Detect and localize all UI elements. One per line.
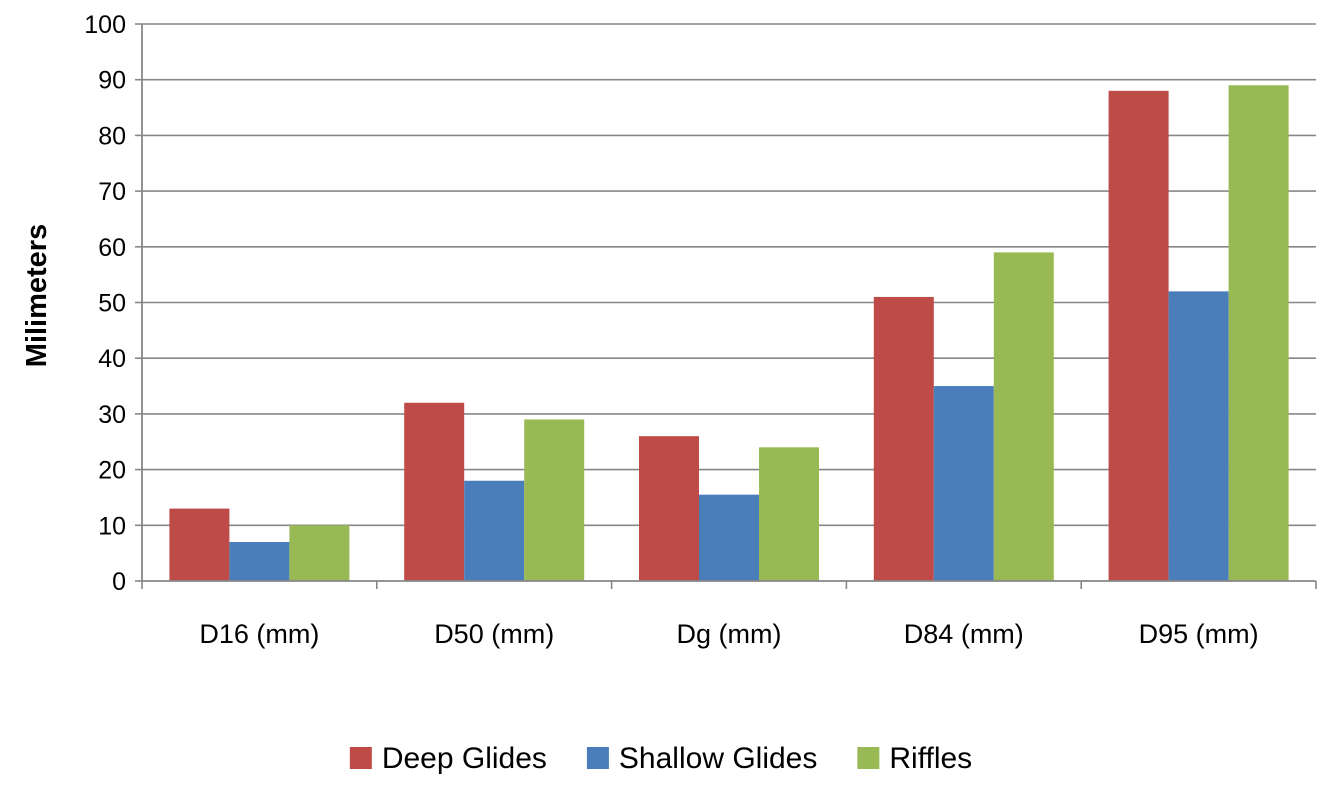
y-axis-ticks: 0 10 20 30 40 50 60 70 80 90 100 [84, 11, 142, 596]
bar-deep-glides [873, 296, 934, 581]
x-tick-label: D95 (mm) [1139, 619, 1259, 649]
x-tick-label: D16 (mm) [199, 619, 319, 649]
y-tick-label: 100 [84, 11, 126, 39]
bar-shallow-glides [933, 386, 994, 581]
x-tick-label: Dg (mm) [677, 619, 782, 649]
legend-item: Deep Glides [349, 742, 547, 775]
y-tick-label: 90 [98, 67, 126, 95]
y-tick-label: 40 [98, 345, 126, 373]
axes [141, 24, 1316, 582]
bar-shallow-glides [229, 542, 290, 581]
legend-label: Riffles [889, 742, 972, 775]
y-tick-label: 70 [98, 178, 126, 206]
y-tick-label: 60 [98, 234, 126, 262]
bar-shallow-glides [1168, 291, 1229, 581]
y-tick-label: 10 [98, 512, 126, 540]
x-tick-label: D84 (mm) [904, 619, 1024, 649]
y-axis-label: Milimeters [21, 224, 53, 367]
bar-shallow-glides [464, 480, 525, 581]
bar-riffles [289, 525, 350, 581]
bar-shallow-glides [699, 494, 759, 581]
bar-riffles [759, 447, 819, 581]
bar-deep-glides [639, 436, 699, 581]
bar-deep-glides [1108, 90, 1169, 581]
y-tick-label: 0 [112, 568, 126, 596]
legend-label: Deep Glides [382, 742, 547, 775]
bar-deep-glides [169, 508, 230, 581]
legend-item: Shallow Glides [586, 742, 817, 775]
legend-swatch [349, 747, 372, 769]
bar-riffles [524, 419, 585, 581]
legend-label: Shallow Glides [619, 742, 817, 775]
x-axis-ticks: D16 (mm) D50 (mm) Dg (mm) D84 (mm) D95 (mm) [141, 581, 1317, 649]
legend-item: Riffles [857, 742, 972, 775]
legend: Deep Glides Shallow Glides Riffles [349, 742, 972, 775]
bars [169, 85, 1289, 582]
bar-deep-glides [404, 402, 465, 581]
x-tick-label: D50 (mm) [434, 619, 554, 649]
y-tick-label: 50 [98, 290, 126, 318]
bar-riffles [993, 252, 1054, 581]
y-tick-label: 30 [98, 401, 126, 429]
y-tick-label: 20 [98, 457, 126, 485]
y-tick-label: 80 [98, 122, 126, 150]
gridlines [142, 23, 1316, 527]
bar-riffles [1228, 85, 1289, 582]
legend-swatch [857, 747, 880, 769]
legend-swatch [586, 747, 609, 769]
